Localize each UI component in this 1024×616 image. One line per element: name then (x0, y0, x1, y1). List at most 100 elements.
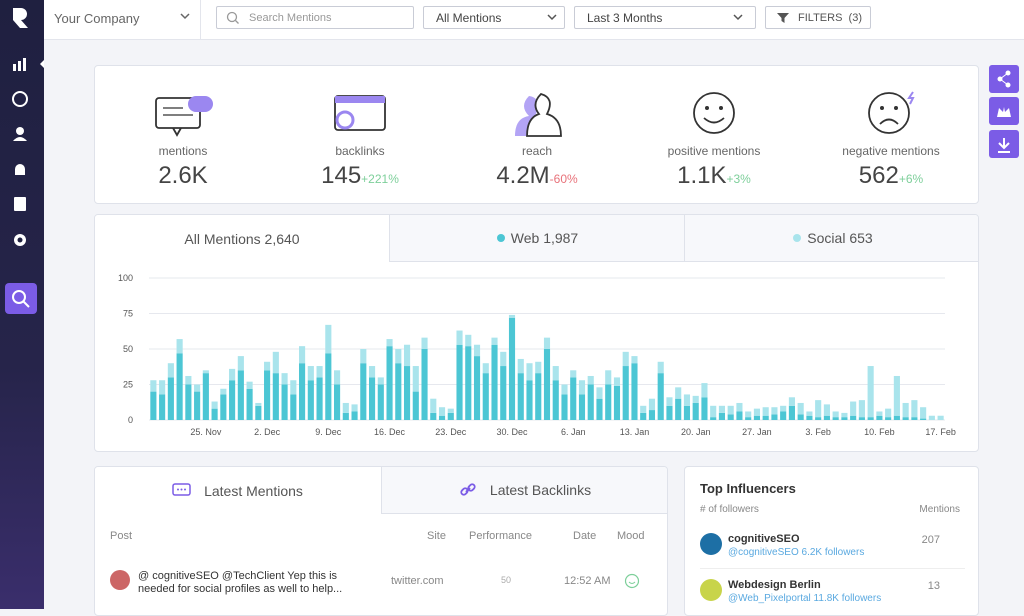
bar-segment (185, 384, 192, 420)
bar-segment (526, 380, 533, 420)
bar-segment (281, 373, 288, 385)
stat: positive mentions 1.1K+3% (624, 144, 804, 190)
bar-segment (386, 346, 393, 420)
nav-profile[interactable] (16, 127, 24, 135)
bar-segment (150, 380, 157, 392)
tab-label: Web (510, 230, 540, 246)
stat-label: mentions (158, 144, 208, 158)
tab-label: All Mentions (184, 230, 261, 247)
bar-segment (272, 373, 279, 420)
bar-segment (841, 412, 848, 418)
row-divider (700, 568, 965, 569)
filters-button[interactable]: FILTERS (3) (765, 6, 871, 29)
bar-segment (605, 370, 612, 385)
bar-segment (613, 377, 621, 386)
bar-segment (281, 384, 288, 420)
tab-label: Latest Mentions (204, 482, 303, 499)
stat-icons (155, 91, 915, 137)
date: 12:52 AM (564, 575, 611, 587)
bar-segment (701, 383, 708, 398)
stat-value: 562+6% (801, 162, 981, 190)
y-tick-label: 0 (128, 415, 133, 425)
chat-icon (172, 482, 191, 496)
x-tick-label: 20. Jan (681, 427, 711, 437)
mention-filter[interactable]: All Mentions (423, 6, 565, 29)
x-tick-label: 13. Jan (620, 427, 650, 437)
col-header: Performance (469, 530, 532, 542)
nav-reports[interactable] (14, 197, 26, 211)
bar-segment (159, 380, 166, 395)
bar-segment (797, 402, 804, 415)
nav-analytics[interactable] (13, 58, 26, 71)
bar-segment (491, 344, 498, 420)
bar-segment (762, 407, 769, 416)
bar-segment (771, 407, 778, 415)
mentions-chart: 0 25 50 75 100 25. Nov 2. Dec 9. Dec 16. Dec 23. … (118, 273, 956, 437)
bar-segment (229, 368, 236, 381)
influencers-card: Top Influencers # of followers Mentions … (684, 466, 979, 616)
nav-mentions[interactable] (12, 91, 28, 107)
link-icon (460, 483, 476, 496)
bar-segment (299, 346, 306, 364)
bar-segment (543, 349, 551, 420)
chart-tab[interactable]: All Mentions 2,640 (95, 215, 390, 262)
bar-segment (430, 412, 437, 420)
bar-segment (858, 417, 865, 420)
x-tick-label: 30. Dec (496, 427, 528, 437)
bar-segment (552, 380, 559, 420)
bar-segment (334, 384, 341, 420)
divider (200, 0, 201, 40)
bar-segment (438, 415, 446, 420)
search-icon-handle (22, 300, 30, 308)
share-button[interactable] (989, 65, 1019, 93)
bar-segment (526, 363, 533, 381)
bar-segment (911, 417, 918, 420)
stat-number: 2.6K (158, 162, 208, 189)
nav-search-active[interactable] (5, 283, 37, 314)
col-header: Post (110, 530, 133, 542)
company-select[interactable]: Your Company (54, 11, 140, 26)
bar-segment (622, 366, 629, 420)
bar-segment (578, 380, 586, 395)
bar-segment (937, 415, 944, 420)
bar-segment (753, 408, 760, 416)
col-header: Mood (617, 530, 645, 542)
bar-segment (176, 353, 183, 420)
stat-number: 562 (858, 162, 899, 189)
influencer-name[interactable]: cognitiveSEO (728, 533, 800, 545)
tab-latest-mentions[interactable]: Latest Mentions (95, 467, 381, 514)
logo (13, 8, 28, 28)
bar-segment (788, 397, 795, 406)
topbar: Your Company Search Mentions All Mention… (44, 0, 1024, 40)
bar-segment (832, 411, 839, 418)
nav-alerts[interactable] (15, 164, 25, 175)
bar-segment (683, 394, 691, 406)
bar-segment (675, 398, 682, 420)
stat: reach 4.2M-60% (447, 144, 627, 190)
stat-number: 145 (321, 162, 362, 189)
influencer-name[interactable]: Webdesign Berlin (728, 579, 821, 591)
bar-segment (657, 361, 664, 374)
post-line: needed for social profiles as well to he… (138, 583, 343, 595)
bar-segment (500, 366, 507, 420)
bar-segment (841, 417, 848, 420)
stat: mentions 2.6K (93, 144, 273, 190)
chart-tab[interactable]: Web 1,987 (389, 215, 685, 262)
bar-segment (815, 400, 822, 418)
bar-segment (893, 375, 900, 416)
post-text[interactable]: @ cognitiveSEO @TechClient Yep this is ne… (138, 570, 342, 596)
stat-value: 145+221% (270, 162, 450, 190)
influencer-handle: @cognitiveSEO 6.2K followers (728, 547, 865, 558)
avatar (110, 570, 130, 590)
bar-segment (377, 384, 384, 420)
tab-latest-backlinks[interactable]: Latest Backlinks (381, 467, 667, 514)
bar-segment (648, 410, 656, 420)
bar-segment (657, 373, 664, 420)
chart-tab[interactable]: Social 653 (684, 215, 978, 262)
card-title: Top Influencers (700, 481, 796, 496)
bar-segment (211, 401, 218, 409)
bar-segment (587, 375, 594, 385)
period-select[interactable]: Last 3 Months (574, 6, 756, 29)
bar-segment (255, 405, 262, 420)
search-box[interactable]: Search Mentions (216, 6, 414, 29)
